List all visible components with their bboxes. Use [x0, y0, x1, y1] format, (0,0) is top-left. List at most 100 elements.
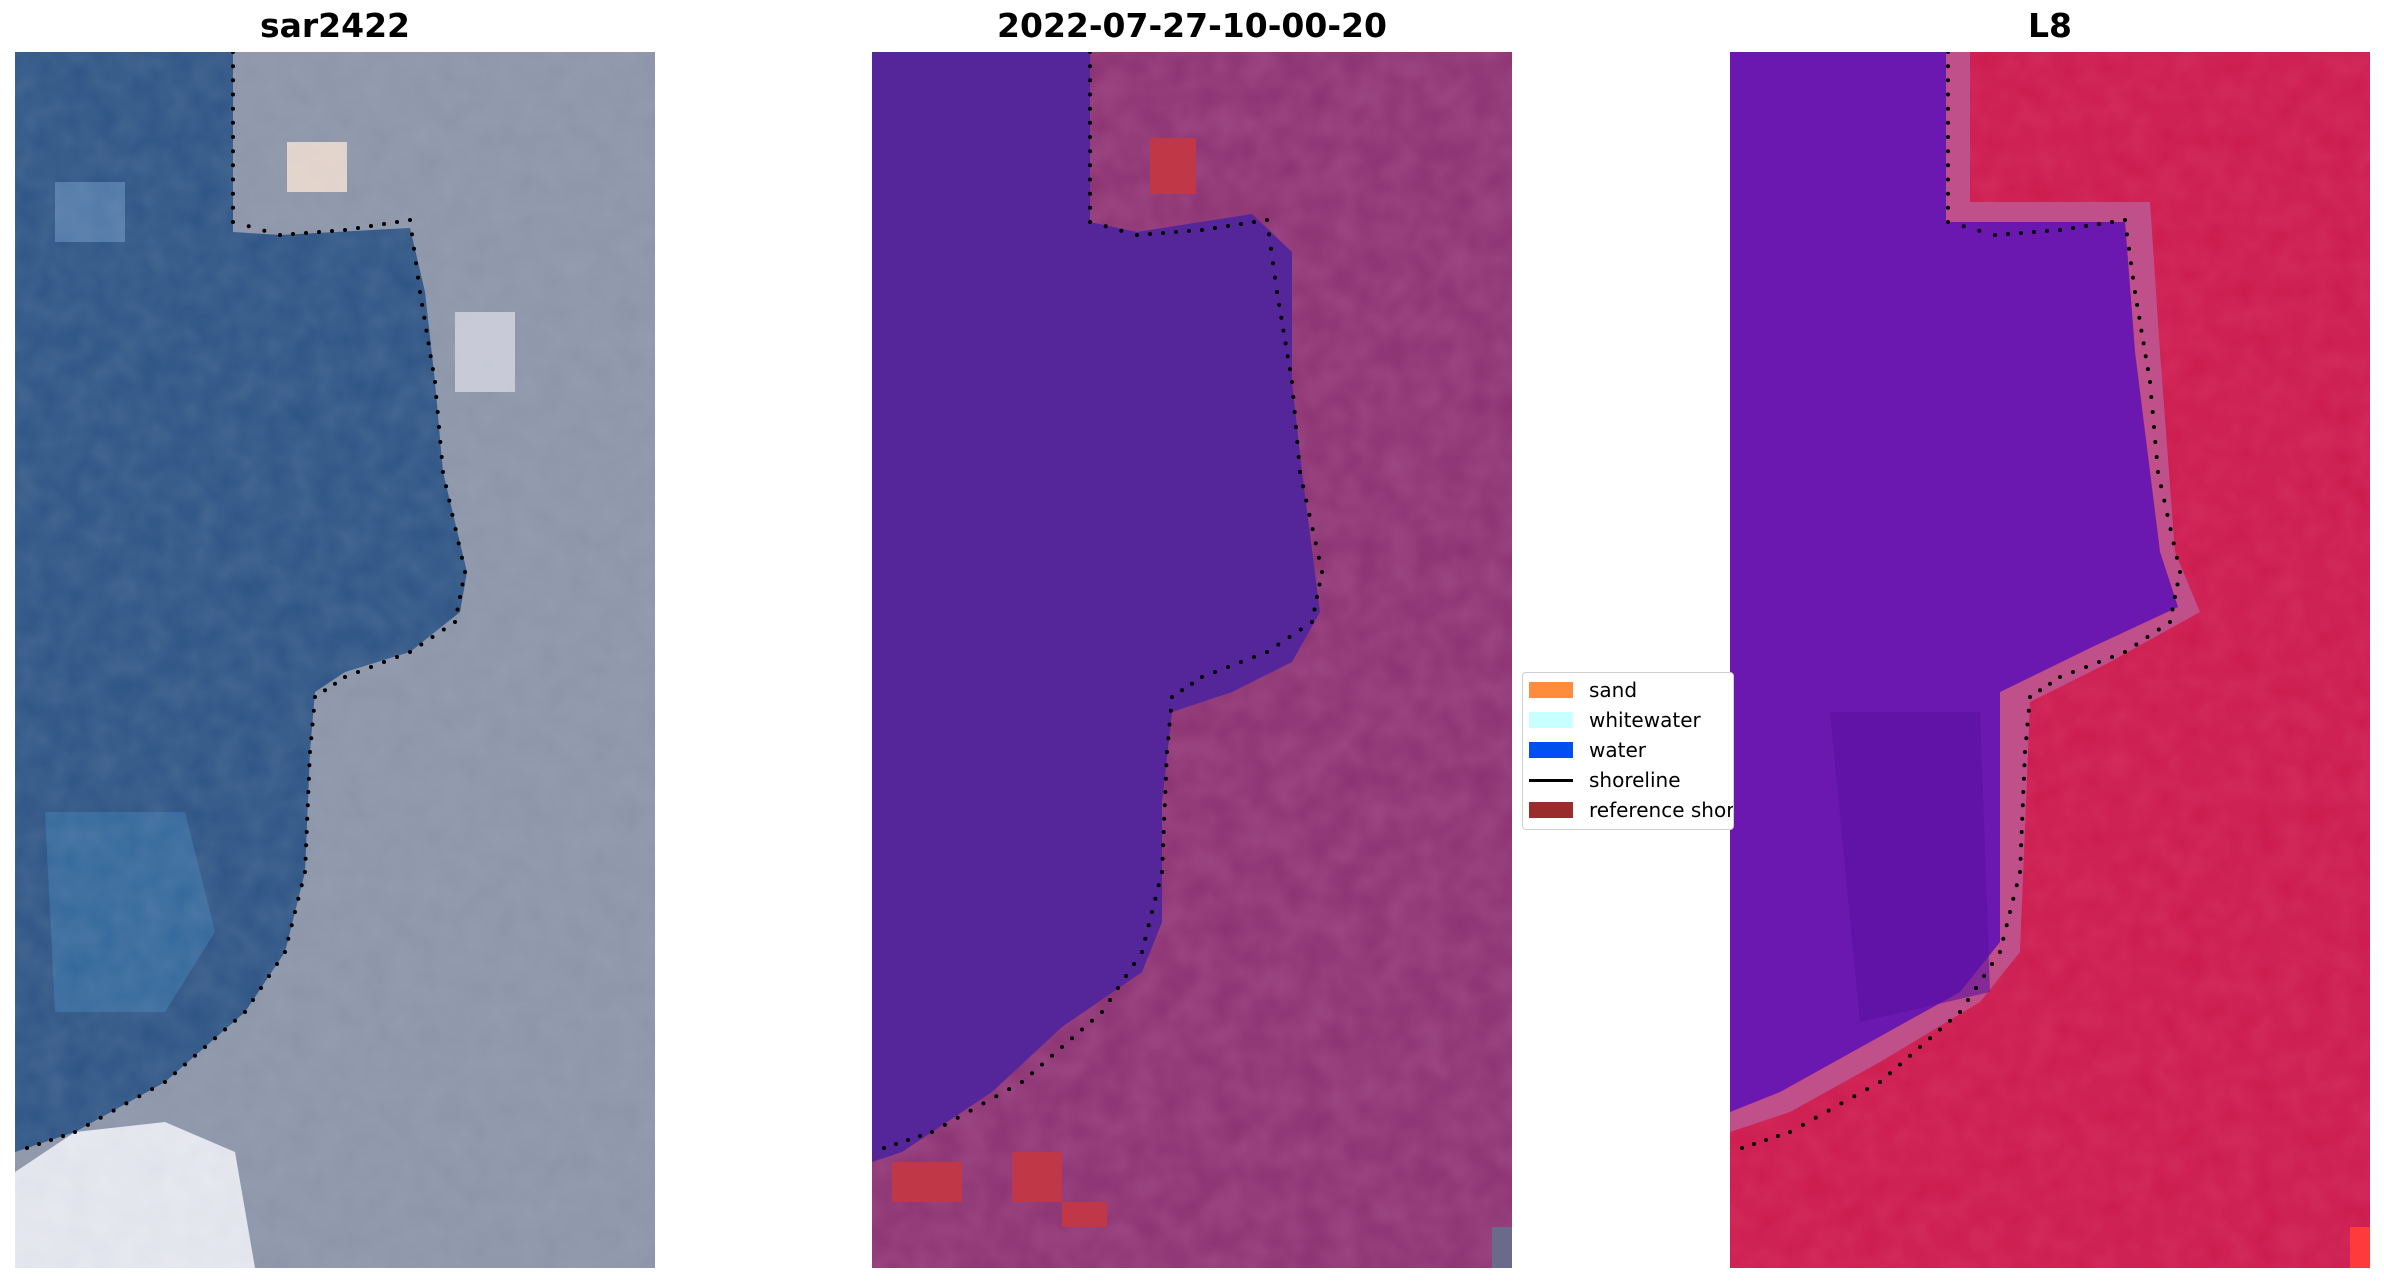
shoreline-dot	[61, 1134, 65, 1138]
shoreline-dot	[1269, 246, 1273, 251]
shoreline-dot	[441, 470, 445, 474]
shoreline-dot	[968, 1108, 973, 1113]
shoreline-dot	[1050, 1053, 1054, 1058]
shoreline-line-swatch	[1529, 778, 1573, 782]
shoreline-dot	[313, 695, 317, 699]
shoreline-dot	[2038, 688, 2042, 693]
shoreline-dot	[1162, 816, 1167, 821]
shoreline-dot	[2148, 380, 2152, 384]
legend-item-sand: sand	[1529, 678, 1638, 702]
shoreline-dot	[2139, 328, 2144, 333]
shoreline-dot	[2097, 222, 2101, 226]
shoreline-dot	[1316, 555, 1321, 560]
shoreline-dot	[305, 816, 310, 821]
shoreline-dot	[1088, 120, 1092, 125]
shoreline-dot	[308, 750, 312, 754]
shoreline-dot	[1088, 177, 1092, 182]
shoreline-dot	[2028, 695, 2032, 699]
shoreline-dot	[463, 570, 467, 574]
shoreline-dot	[453, 620, 457, 624]
shoreline-dot	[2058, 228, 2062, 232]
shoreline-dot	[1275, 290, 1279, 294]
shoreline-dot	[2168, 620, 2172, 624]
shoreline-dot	[2032, 230, 2036, 234]
shoreline-dot	[1166, 736, 1171, 741]
shoreline-dot	[304, 231, 308, 235]
shoreline-dot	[1961, 224, 1966, 229]
shoreline-dot	[2162, 498, 2167, 503]
shoreline-dot	[433, 380, 437, 384]
shoreline-dot	[1946, 120, 1950, 125]
shoreline-dot	[1088, 149, 1092, 154]
shoreline-dot	[1148, 232, 1152, 236]
shoreline-dot	[2175, 582, 2180, 587]
shoreline-dot	[25, 1146, 29, 1150]
shoreline-dot	[430, 635, 435, 639]
legend-label-sand: sand	[1589, 678, 1638, 702]
shoreline-dot	[458, 595, 462, 599]
shoreline-dot	[343, 228, 347, 232]
shoreline-dot	[286, 936, 291, 941]
shoreline-dot	[1150, 910, 1154, 914]
shoreline-dot	[456, 541, 461, 546]
shoreline-dot	[2174, 555, 2179, 560]
shoreline-dot	[1088, 92, 1092, 97]
shoreline-dot	[1200, 675, 1204, 679]
shoreline-dot	[231, 135, 235, 139]
classification-panel	[872, 52, 1512, 1268]
shoreline-dot	[2110, 220, 2114, 224]
shoreline-dot	[430, 367, 435, 372]
shoreline-dot	[395, 655, 399, 659]
shoreline-dot	[304, 830, 309, 834]
shoreline-dot	[1946, 205, 1950, 210]
shoreline-dot	[1088, 52, 1092, 54]
shoreline-dot	[1007, 1087, 1012, 1092]
shoreline-dot	[1307, 512, 1312, 517]
shoreline-dot	[2024, 736, 2029, 741]
shoreline-dot	[330, 229, 334, 233]
shoreline-dot	[2018, 856, 2023, 861]
shoreline-dot	[382, 222, 386, 226]
shoreline-dot	[2134, 642, 2139, 647]
shoreline-dot	[289, 923, 294, 928]
shoreline-dot	[1265, 218, 1269, 222]
shoreline-dot	[1103, 224, 1108, 229]
shoreline-dot	[1294, 425, 1298, 429]
shoreline-dot	[2071, 226, 2075, 230]
shoreline-dot	[1226, 665, 1230, 669]
shoreline-dot	[460, 582, 465, 587]
shoreline-dot	[416, 275, 420, 280]
shoreline-dot	[2097, 660, 2101, 664]
shoreline-dot	[1060, 1045, 1064, 1049]
shoreline-dot	[437, 425, 441, 429]
shoreline-dot	[213, 1036, 217, 1041]
shoreline-dot	[262, 228, 267, 233]
shoreline-dot	[291, 232, 295, 236]
shoreline-dot	[420, 302, 425, 307]
shoreline-dot	[424, 328, 429, 333]
shoreline-dot	[2149, 395, 2154, 399]
shoreline-dot	[1281, 328, 1286, 333]
shoreline-dot	[1140, 950, 1144, 954]
shoreline-dot	[894, 1142, 898, 1146]
shoreline-dot	[231, 163, 235, 168]
shoreline-dot	[231, 106, 235, 111]
shoreline-dot	[233, 1018, 237, 1023]
shoreline-dot	[2045, 229, 2049, 233]
shoreline-dot	[193, 1053, 197, 1058]
shoreline-dot	[1788, 1130, 1792, 1134]
legend-item-whitewater: whitewater	[1529, 708, 1701, 732]
shoreline-dot	[1946, 191, 1950, 196]
shoreline-dot	[73, 1130, 77, 1134]
shoreline-dot	[1948, 1018, 1952, 1023]
shoreline-dot	[1292, 410, 1297, 414]
sar-image-panel	[15, 52, 655, 1268]
shoreline-dot	[1918, 1045, 1922, 1049]
shoreline-dot	[1908, 1053, 1912, 1058]
shoreline-dot	[2071, 670, 2075, 674]
shoreline-dot	[2019, 231, 2023, 235]
shoreline-dot	[447, 498, 452, 503]
shoreline-dot	[1320, 570, 1324, 574]
shoreline-dot	[1839, 1101, 1844, 1106]
shoreline-dot	[1167, 722, 1172, 727]
